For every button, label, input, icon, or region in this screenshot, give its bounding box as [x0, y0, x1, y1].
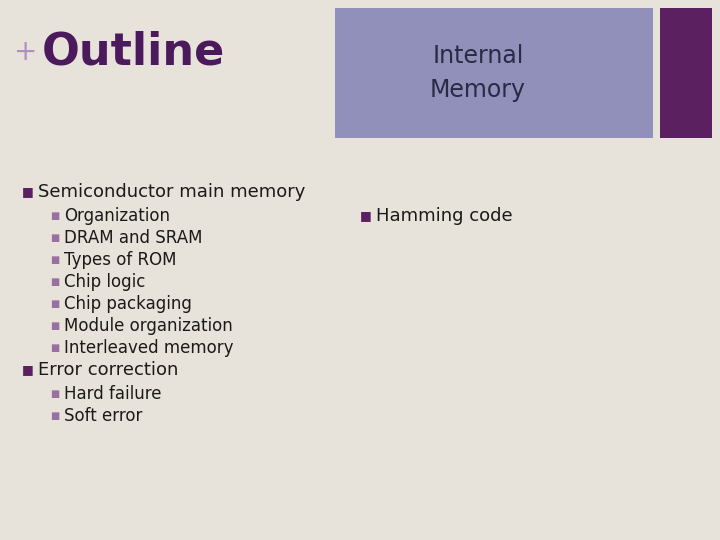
Text: ■: ■	[22, 186, 34, 199]
Text: +: +	[14, 38, 37, 66]
FancyBboxPatch shape	[335, 8, 653, 138]
Text: ■: ■	[50, 411, 59, 421]
Text: ■: ■	[50, 211, 59, 221]
Text: Module organization: Module organization	[64, 317, 233, 335]
Text: DRAM and SRAM: DRAM and SRAM	[64, 229, 202, 247]
Text: Soft error: Soft error	[64, 407, 143, 425]
Text: Internal
Memory: Internal Memory	[430, 44, 526, 102]
Text: ■: ■	[50, 233, 59, 243]
Text: Organization: Organization	[64, 207, 170, 225]
Text: Types of ROM: Types of ROM	[64, 251, 176, 269]
Text: ■: ■	[50, 277, 59, 287]
Text: Error correction: Error correction	[38, 361, 179, 379]
Text: ■: ■	[50, 299, 59, 309]
Text: ■: ■	[50, 343, 59, 353]
Text: Outline: Outline	[42, 30, 225, 73]
Text: Semiconductor main memory: Semiconductor main memory	[38, 183, 305, 201]
Text: ■: ■	[50, 389, 59, 399]
FancyBboxPatch shape	[660, 8, 712, 138]
Text: Interleaved memory: Interleaved memory	[64, 339, 233, 357]
Text: Chip packaging: Chip packaging	[64, 295, 192, 313]
Text: Chip logic: Chip logic	[64, 273, 145, 291]
Text: ■: ■	[360, 210, 372, 222]
Text: ■: ■	[50, 321, 59, 331]
Text: ■: ■	[22, 363, 34, 376]
Text: Hamming code: Hamming code	[376, 207, 513, 225]
Text: ■: ■	[50, 255, 59, 265]
Text: Hard failure: Hard failure	[64, 385, 161, 403]
